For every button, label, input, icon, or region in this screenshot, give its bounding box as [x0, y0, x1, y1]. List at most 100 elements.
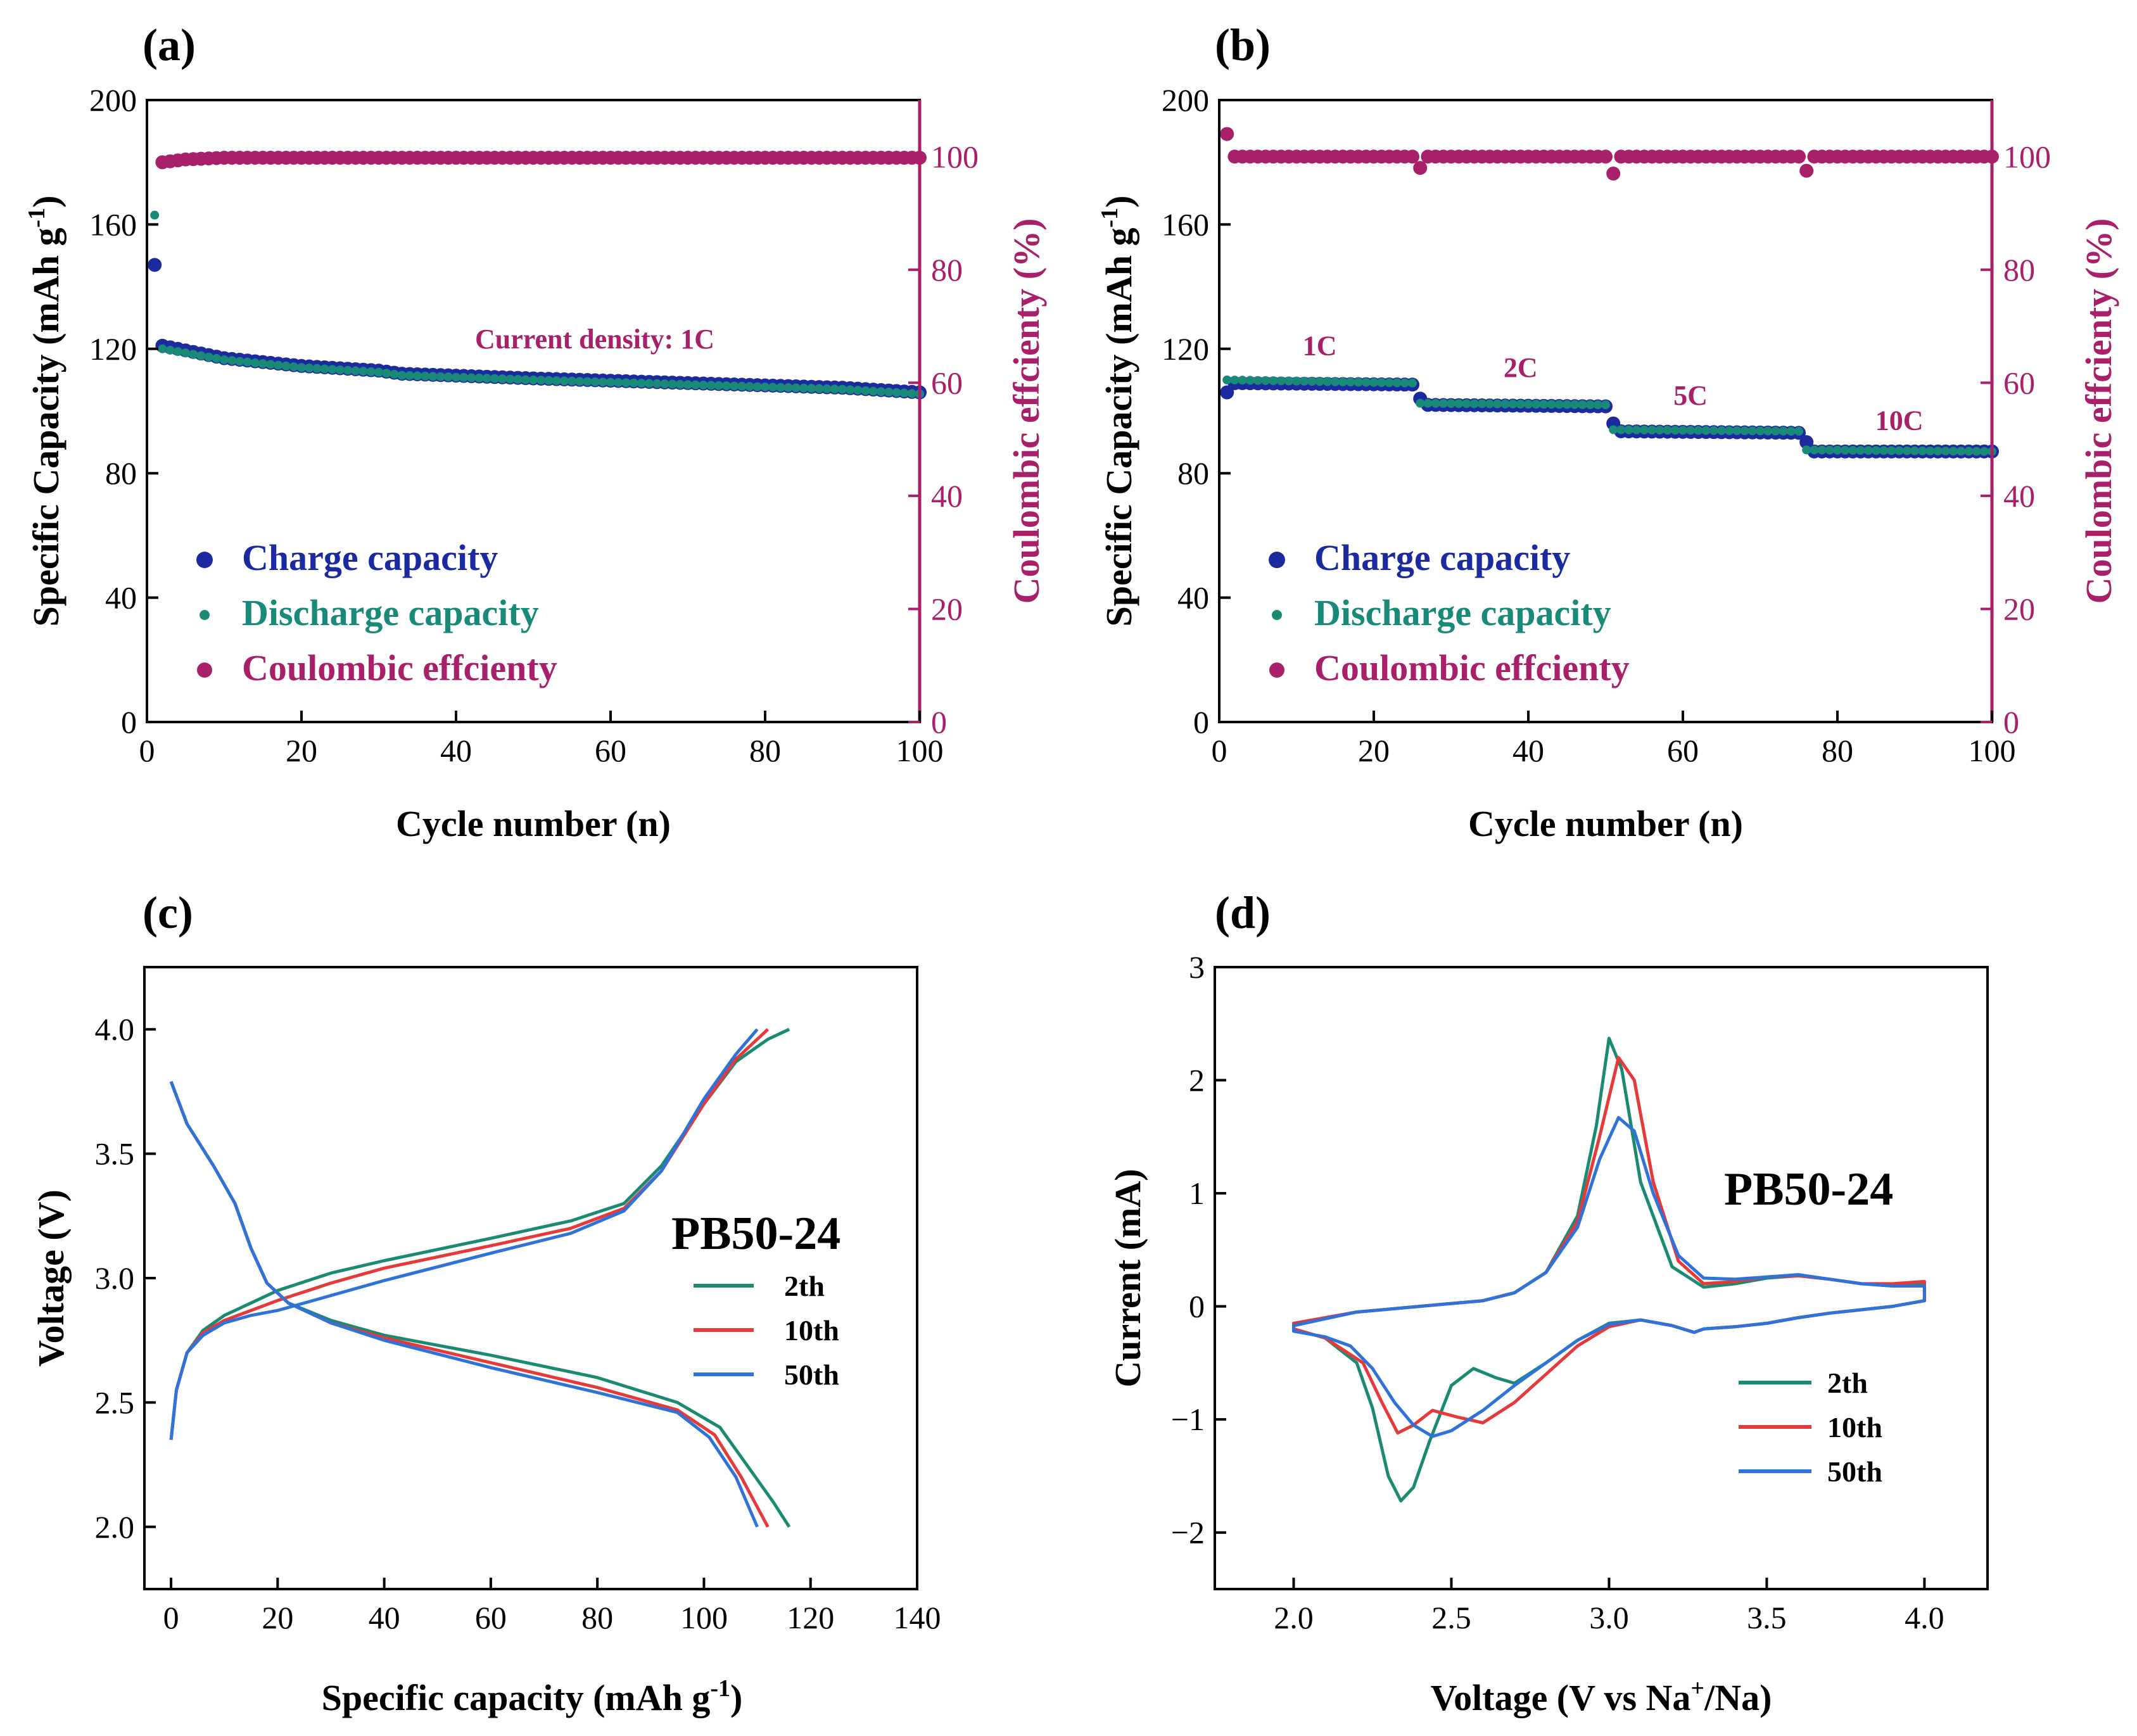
panel-d-legend-10th: 10th	[1827, 1411, 1882, 1443]
discharge-point	[1392, 378, 1402, 388]
discharge-point	[250, 358, 260, 367]
discharge-point	[1725, 426, 1734, 435]
discharge-point	[529, 375, 538, 384]
discharge-point	[761, 382, 770, 391]
panel-b-ylabel: Specific Capacity (mAh g-1)	[1096, 196, 1139, 627]
panel-b-xtick-label-5: 100	[1969, 733, 2016, 768]
panel-d-title: (d)	[1215, 887, 1271, 938]
panel-b-rate-label-3: 10C	[1875, 405, 1924, 436]
discharge-point	[590, 377, 600, 386]
discharge-point	[1732, 426, 1742, 436]
discharge-point	[1585, 400, 1595, 409]
panel-b-xtick-label-2: 40	[1512, 733, 1544, 768]
discharge-point	[783, 383, 793, 393]
discharge-point	[1902, 446, 1912, 455]
discharge-point	[1879, 446, 1889, 455]
panel-a-ytick-label-1: 40	[105, 580, 137, 616]
panel-b-y2tick-label-4: 80	[2003, 252, 2035, 288]
panel-b-legend-coulombic-marker	[1269, 662, 1284, 678]
discharge-point	[536, 376, 546, 385]
discharge-point	[513, 375, 523, 384]
panel-a-xtick-label-0: 0	[139, 733, 155, 768]
discharge-point	[1338, 377, 1348, 386]
panel-a-y2tick-label-0: 0	[931, 704, 947, 740]
coulombic-point	[1792, 149, 1806, 164]
panel-d: 2.0 2.5 3.0 3.5 4.0 −2 −1 0 1 2 3 PB50-24 2th 10th…	[1107, 949, 1989, 1718]
discharge-point	[1554, 400, 1564, 409]
discharge-point	[1670, 426, 1680, 435]
panel-d-ytick-label-3: 1	[1189, 1175, 1205, 1211]
panel-b-ylabel-sup: -1	[1096, 208, 1123, 228]
panel-a-legend-charge-marker	[196, 552, 213, 568]
coulombic-point	[1220, 127, 1234, 141]
discharge-point	[1284, 376, 1293, 386]
panel-d-xtick-label-3: 3.5	[1747, 1600, 1787, 1635]
panel-a-ytick-label-5: 200	[89, 82, 137, 118]
discharge-point	[776, 383, 785, 392]
discharge-point	[614, 377, 623, 387]
panel-b-rate-label-1: 2C	[1504, 352, 1538, 383]
discharge-point	[861, 386, 870, 395]
discharge-point	[351, 366, 360, 376]
discharge-point	[281, 361, 291, 371]
panel-c-ytick-label-3: 3.5	[95, 1136, 135, 1172]
panel-b-legend: Charge capacity Discharge capacity Coulo…	[1269, 537, 1630, 688]
discharge-point	[1956, 447, 1966, 456]
discharge-point	[1416, 398, 1425, 408]
discharge-point	[1500, 399, 1510, 409]
discharge-point	[227, 356, 237, 365]
discharge-point	[1779, 426, 1788, 436]
discharge-point	[668, 379, 677, 389]
panel-b-rate-label-0: 1C	[1303, 331, 1337, 362]
discharge-point	[258, 359, 267, 369]
panel-a-legend: Charge capacity Discharge capacity Coulo…	[196, 537, 557, 688]
panel-b-rate-label-2: 5C	[1673, 380, 1708, 411]
panel-d-50th-cv-line	[1292, 1116, 1926, 1438]
panel-a-ylabel-end: )	[25, 196, 67, 208]
discharge-point	[1245, 376, 1255, 385]
panel-d-xlabel-sup: +	[1690, 1675, 1704, 1702]
discharge-point	[737, 381, 747, 391]
panel-b-title: (b)	[1215, 20, 1271, 70]
panel-c-legend-10th: 10th	[784, 1314, 839, 1346]
discharge-point	[660, 379, 669, 389]
discharge-point	[327, 365, 337, 374]
panel-a-legend-discharge: Discharge capacity	[242, 592, 539, 633]
panel-a-y2tick-label-5: 100	[931, 139, 979, 174]
discharge-point	[1531, 400, 1541, 409]
discharge-point	[791, 383, 801, 393]
discharge-point	[722, 381, 731, 391]
panel-b-xtick-label-0: 0	[1212, 733, 1227, 768]
discharge-point	[1979, 447, 1989, 456]
discharge-point	[552, 376, 561, 386]
discharge-point	[421, 371, 430, 381]
discharge-point	[1447, 399, 1455, 409]
discharge-point	[320, 364, 329, 374]
discharge-point	[382, 369, 391, 378]
panel-c-10th-discharge-line	[169, 1080, 770, 1528]
panel-a-ylabel-main: Specific Capacity (mAh g	[25, 228, 67, 627]
discharge-point	[853, 386, 863, 395]
panel-b-rate-labels: 1C 2C 5C 10C	[1303, 331, 1924, 436]
discharge-point	[907, 389, 916, 398]
discharge-point	[1261, 376, 1271, 385]
discharge-point	[1493, 399, 1502, 409]
discharge-point	[1601, 400, 1610, 410]
discharge-point	[1810, 445, 1819, 455]
discharge-point	[1423, 398, 1433, 408]
panel-a-legend-coulombic-marker	[197, 662, 212, 678]
coulombic-point	[1599, 149, 1613, 164]
panel-c-xtick-label-5: 100	[680, 1600, 728, 1635]
discharge-point	[1438, 399, 1448, 409]
panel-d-xtick-label-2: 3.0	[1589, 1600, 1629, 1635]
discharge-point	[1346, 377, 1355, 387]
panel-a-xtick-label-1: 20	[286, 733, 317, 768]
discharge-point	[1678, 426, 1687, 435]
panel-c-xtick-label-2: 40	[369, 1600, 400, 1635]
discharge-point	[474, 373, 484, 383]
panel-a-marks	[148, 151, 927, 400]
discharge-point	[575, 377, 585, 386]
discharge-point	[181, 348, 190, 358]
discharge-point	[846, 385, 855, 395]
